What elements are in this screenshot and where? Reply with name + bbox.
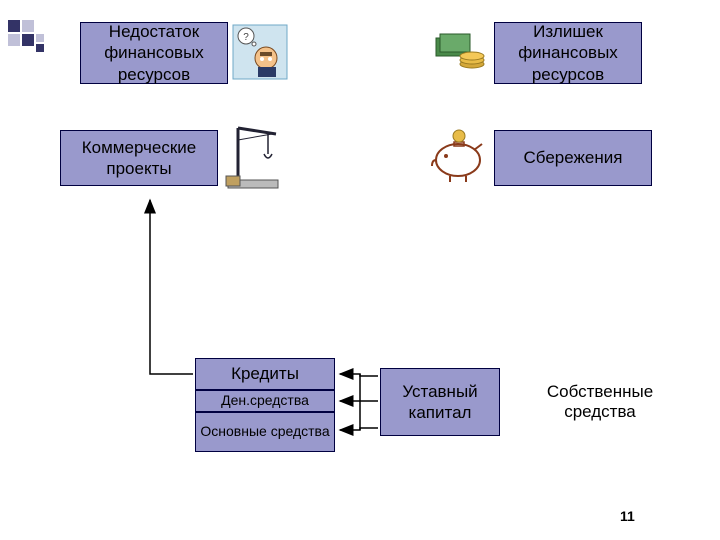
box-projects: Коммерческие проекты [60, 130, 218, 186]
thinking-person-icon: ? [232, 24, 288, 80]
box-capital: Уставный капитал [380, 368, 500, 436]
box-savings-label: Сбережения [524, 147, 623, 168]
box-fixed-assets: Основные средства [195, 412, 335, 452]
box-surplus: Излишек финансовых ресурсов [494, 22, 642, 84]
box-deficit-label: Недостаток финансовых ресурсов [81, 21, 227, 85]
page-number: 11 [620, 508, 635, 524]
svg-text:?: ? [243, 32, 249, 43]
box-credits: Кредиты [195, 358, 335, 390]
box-cash-label: Ден.средства [221, 392, 309, 410]
box-fixed-label: Основные средства [200, 423, 329, 441]
box-deficit: Недостаток финансовых ресурсов [80, 22, 228, 84]
box-surplus-label: Излишек финансовых ресурсов [495, 21, 641, 85]
crane-icon [224, 120, 284, 190]
label-own-funds: Собственные средства [530, 382, 670, 422]
box-projects-label: Коммерческие проекты [61, 137, 217, 180]
money-coins-icon [432, 30, 488, 74]
box-cash: Ден.средства [195, 390, 335, 412]
box-credits-label: Кредиты [231, 363, 299, 384]
box-savings: Сбережения [494, 130, 652, 186]
box-capital-label: Уставный капитал [381, 381, 499, 424]
piggy-bank-icon [428, 128, 488, 184]
